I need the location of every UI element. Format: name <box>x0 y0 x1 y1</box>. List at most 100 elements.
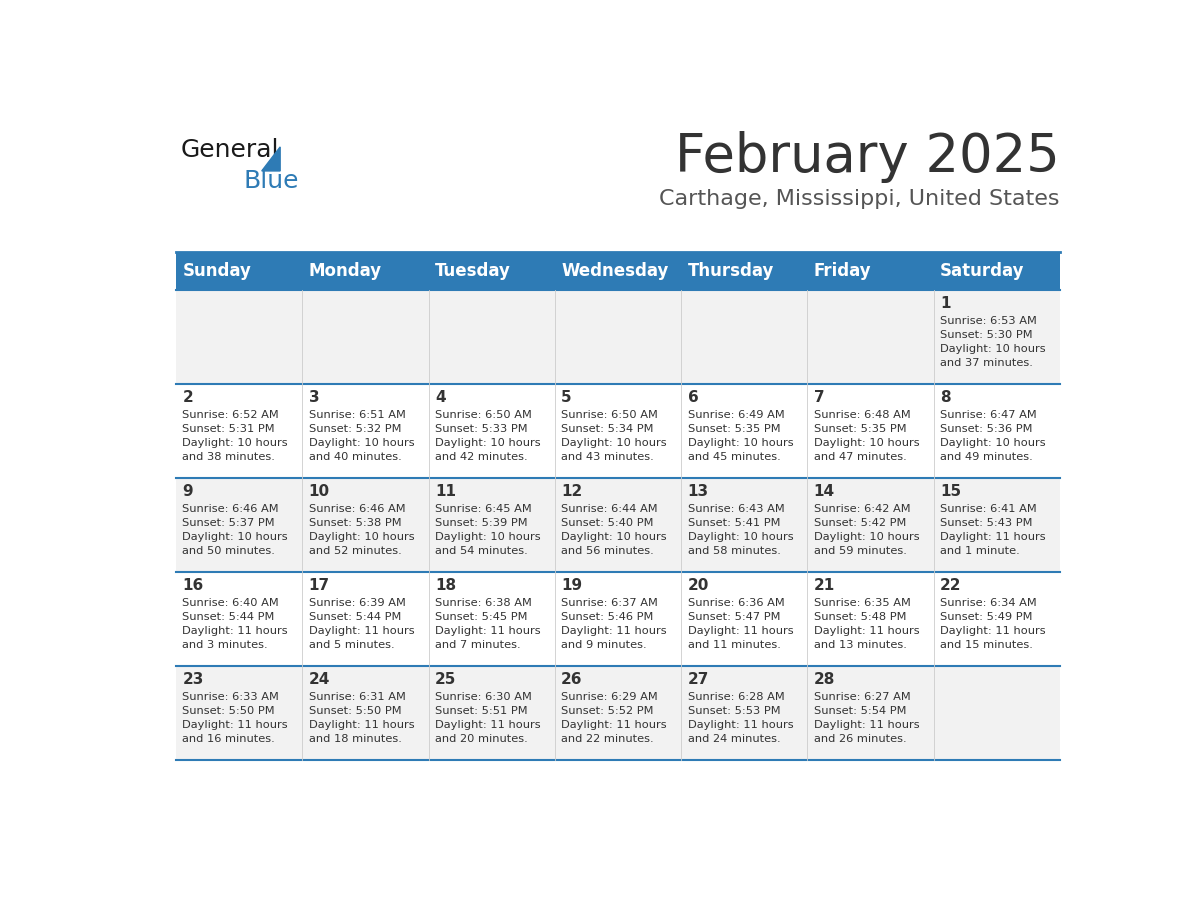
Text: Sunday: Sunday <box>183 262 252 280</box>
Bar <box>934 478 1060 573</box>
Text: General: General <box>181 139 279 162</box>
Text: Friday: Friday <box>814 262 871 280</box>
Text: 6: 6 <box>688 390 699 405</box>
Bar <box>303 290 429 385</box>
Text: 12: 12 <box>561 484 582 499</box>
Bar <box>681 290 808 385</box>
Text: 2: 2 <box>183 390 194 405</box>
Bar <box>808 252 934 290</box>
Text: Sunrise: 6:43 AM
Sunset: 5:41 PM
Daylight: 10 hours
and 58 minutes.: Sunrise: 6:43 AM Sunset: 5:41 PM Dayligh… <box>688 504 794 556</box>
Text: 8: 8 <box>940 390 950 405</box>
Bar <box>808 385 934 478</box>
Bar <box>555 385 681 478</box>
Bar <box>681 666 808 760</box>
Text: 7: 7 <box>814 390 824 405</box>
Text: 16: 16 <box>183 578 203 593</box>
Text: 28: 28 <box>814 672 835 687</box>
Text: Sunrise: 6:38 AM
Sunset: 5:45 PM
Daylight: 11 hours
and 7 minutes.: Sunrise: 6:38 AM Sunset: 5:45 PM Dayligh… <box>435 598 541 650</box>
Bar <box>429 573 555 666</box>
Text: Wednesday: Wednesday <box>561 262 669 280</box>
Text: Blue: Blue <box>244 169 299 193</box>
Bar <box>808 666 934 760</box>
Bar <box>303 252 429 290</box>
Bar <box>429 478 555 573</box>
Bar <box>176 252 303 290</box>
Text: Sunrise: 6:51 AM
Sunset: 5:32 PM
Daylight: 10 hours
and 40 minutes.: Sunrise: 6:51 AM Sunset: 5:32 PM Dayligh… <box>309 409 415 462</box>
Text: 19: 19 <box>561 578 582 593</box>
Text: Sunrise: 6:34 AM
Sunset: 5:49 PM
Daylight: 11 hours
and 15 minutes.: Sunrise: 6:34 AM Sunset: 5:49 PM Dayligh… <box>940 598 1045 650</box>
Bar <box>303 385 429 478</box>
Text: 18: 18 <box>435 578 456 593</box>
Bar <box>808 573 934 666</box>
Bar <box>303 666 429 760</box>
Text: Sunrise: 6:47 AM
Sunset: 5:36 PM
Daylight: 10 hours
and 49 minutes.: Sunrise: 6:47 AM Sunset: 5:36 PM Dayligh… <box>940 409 1045 462</box>
Bar <box>303 478 429 573</box>
Text: 20: 20 <box>688 578 709 593</box>
Bar <box>934 385 1060 478</box>
Text: Sunrise: 6:41 AM
Sunset: 5:43 PM
Daylight: 11 hours
and 1 minute.: Sunrise: 6:41 AM Sunset: 5:43 PM Dayligh… <box>940 504 1045 556</box>
Text: 24: 24 <box>309 672 330 687</box>
Bar <box>176 666 303 760</box>
Bar <box>555 478 681 573</box>
Text: Carthage, Mississippi, United States: Carthage, Mississippi, United States <box>659 189 1060 209</box>
Text: Sunrise: 6:27 AM
Sunset: 5:54 PM
Daylight: 11 hours
and 26 minutes.: Sunrise: 6:27 AM Sunset: 5:54 PM Dayligh… <box>814 692 920 744</box>
Text: Sunrise: 6:40 AM
Sunset: 5:44 PM
Daylight: 11 hours
and 3 minutes.: Sunrise: 6:40 AM Sunset: 5:44 PM Dayligh… <box>183 598 287 650</box>
Text: 25: 25 <box>435 672 456 687</box>
Text: 23: 23 <box>183 672 204 687</box>
Bar <box>934 666 1060 760</box>
Text: Sunrise: 6:50 AM
Sunset: 5:34 PM
Daylight: 10 hours
and 43 minutes.: Sunrise: 6:50 AM Sunset: 5:34 PM Dayligh… <box>561 409 666 462</box>
Text: Sunrise: 6:42 AM
Sunset: 5:42 PM
Daylight: 10 hours
and 59 minutes.: Sunrise: 6:42 AM Sunset: 5:42 PM Dayligh… <box>814 504 920 556</box>
Text: 5: 5 <box>561 390 571 405</box>
Text: Tuesday: Tuesday <box>435 262 511 280</box>
Text: 1: 1 <box>940 297 950 311</box>
Text: Sunrise: 6:33 AM
Sunset: 5:50 PM
Daylight: 11 hours
and 16 minutes.: Sunrise: 6:33 AM Sunset: 5:50 PM Dayligh… <box>183 692 287 744</box>
Bar <box>176 478 303 573</box>
Bar <box>555 666 681 760</box>
Polygon shape <box>261 147 280 171</box>
Text: Sunrise: 6:45 AM
Sunset: 5:39 PM
Daylight: 10 hours
and 54 minutes.: Sunrise: 6:45 AM Sunset: 5:39 PM Dayligh… <box>435 504 541 556</box>
Text: 14: 14 <box>814 484 835 499</box>
Text: 22: 22 <box>940 578 961 593</box>
Bar <box>429 252 555 290</box>
Bar <box>681 252 808 290</box>
Bar <box>176 573 303 666</box>
Text: Sunrise: 6:36 AM
Sunset: 5:47 PM
Daylight: 11 hours
and 11 minutes.: Sunrise: 6:36 AM Sunset: 5:47 PM Dayligh… <box>688 598 794 650</box>
Text: Sunrise: 6:35 AM
Sunset: 5:48 PM
Daylight: 11 hours
and 13 minutes.: Sunrise: 6:35 AM Sunset: 5:48 PM Dayligh… <box>814 598 920 650</box>
Bar <box>303 573 429 666</box>
Bar <box>808 290 934 385</box>
Text: February 2025: February 2025 <box>675 131 1060 184</box>
Text: 9: 9 <box>183 484 194 499</box>
Text: 3: 3 <box>309 390 320 405</box>
Text: 10: 10 <box>309 484 330 499</box>
Bar <box>681 573 808 666</box>
Text: Sunrise: 6:52 AM
Sunset: 5:31 PM
Daylight: 10 hours
and 38 minutes.: Sunrise: 6:52 AM Sunset: 5:31 PM Dayligh… <box>183 409 287 462</box>
Text: 17: 17 <box>309 578 330 593</box>
Bar <box>934 252 1060 290</box>
Text: 27: 27 <box>688 672 709 687</box>
Bar <box>555 252 681 290</box>
Text: Sunrise: 6:48 AM
Sunset: 5:35 PM
Daylight: 10 hours
and 47 minutes.: Sunrise: 6:48 AM Sunset: 5:35 PM Dayligh… <box>814 409 920 462</box>
Bar <box>176 290 303 385</box>
Text: Sunrise: 6:50 AM
Sunset: 5:33 PM
Daylight: 10 hours
and 42 minutes.: Sunrise: 6:50 AM Sunset: 5:33 PM Dayligh… <box>435 409 541 462</box>
Text: Sunrise: 6:31 AM
Sunset: 5:50 PM
Daylight: 11 hours
and 18 minutes.: Sunrise: 6:31 AM Sunset: 5:50 PM Dayligh… <box>309 692 415 744</box>
Text: Sunrise: 6:39 AM
Sunset: 5:44 PM
Daylight: 11 hours
and 5 minutes.: Sunrise: 6:39 AM Sunset: 5:44 PM Dayligh… <box>309 598 415 650</box>
Text: Sunrise: 6:49 AM
Sunset: 5:35 PM
Daylight: 10 hours
and 45 minutes.: Sunrise: 6:49 AM Sunset: 5:35 PM Dayligh… <box>688 409 794 462</box>
Text: 15: 15 <box>940 484 961 499</box>
Bar <box>681 385 808 478</box>
Text: Sunrise: 6:46 AM
Sunset: 5:37 PM
Daylight: 10 hours
and 50 minutes.: Sunrise: 6:46 AM Sunset: 5:37 PM Dayligh… <box>183 504 287 556</box>
Bar <box>681 478 808 573</box>
Bar <box>934 573 1060 666</box>
Bar <box>176 385 303 478</box>
Text: Sunrise: 6:30 AM
Sunset: 5:51 PM
Daylight: 11 hours
and 20 minutes.: Sunrise: 6:30 AM Sunset: 5:51 PM Dayligh… <box>435 692 541 744</box>
Bar <box>808 478 934 573</box>
Text: 11: 11 <box>435 484 456 499</box>
Bar <box>429 666 555 760</box>
Text: 13: 13 <box>688 484 708 499</box>
Bar <box>555 573 681 666</box>
Text: Sunrise: 6:29 AM
Sunset: 5:52 PM
Daylight: 11 hours
and 22 minutes.: Sunrise: 6:29 AM Sunset: 5:52 PM Dayligh… <box>561 692 666 744</box>
Text: Sunrise: 6:28 AM
Sunset: 5:53 PM
Daylight: 11 hours
and 24 minutes.: Sunrise: 6:28 AM Sunset: 5:53 PM Dayligh… <box>688 692 794 744</box>
Text: 26: 26 <box>561 672 583 687</box>
Text: 21: 21 <box>814 578 835 593</box>
Bar <box>934 290 1060 385</box>
Text: Saturday: Saturday <box>940 262 1024 280</box>
